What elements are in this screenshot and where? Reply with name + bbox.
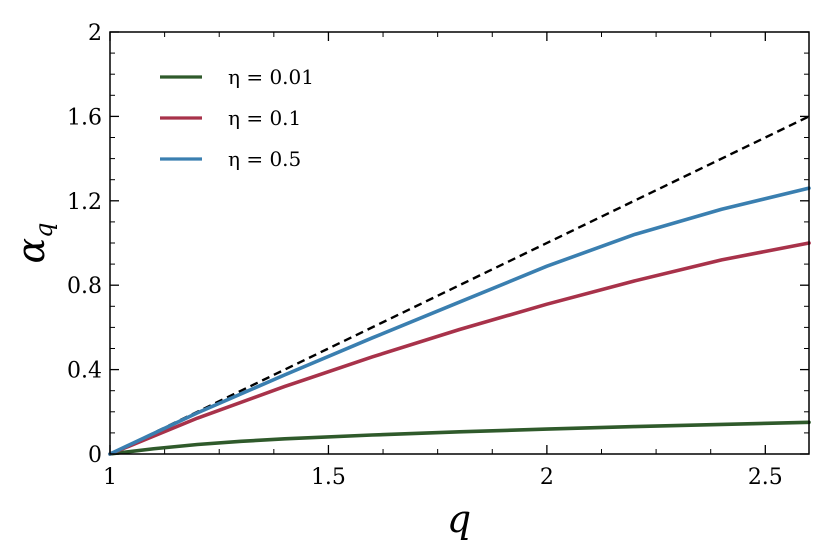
- x-tick-label: 1: [103, 465, 117, 490]
- series-line-1: [108, 241, 811, 456]
- y-tick-label: 0.8: [67, 274, 102, 299]
- series-lines: [108, 115, 811, 456]
- y-tick-label: 1.2: [67, 190, 102, 215]
- plot-frame: [109, 31, 810, 455]
- series-line-0: [108, 420, 811, 456]
- legend-label-2: η = 0.5: [228, 147, 301, 171]
- y-tick-label: 2: [88, 21, 102, 46]
- y-axis-label-sub: q: [30, 222, 58, 237]
- y-axis-label-main: α: [9, 238, 53, 264]
- y-tick-label: 0: [88, 443, 102, 468]
- legend-label-1: η = 0.1: [228, 106, 301, 130]
- series-line-2: [108, 186, 811, 456]
- y-tick-label: 1.6: [67, 105, 102, 130]
- x-tick-label: 1.5: [311, 465, 346, 490]
- svg-text:αq: αq: [9, 222, 58, 263]
- y-axis-label: αq: [9, 222, 58, 263]
- legend-label-0: η = 0.01: [228, 65, 314, 89]
- x-tick-label: 2: [540, 465, 554, 490]
- ticks: [109, 31, 809, 455]
- x-axis-label: q: [447, 497, 471, 541]
- y-tick-label: 0.4: [67, 359, 102, 384]
- tick-labels: 1 1.5 2 2.5 0 0.4 0.8 1.2 1.6 2: [67, 21, 783, 490]
- legend: η = 0.01 η = 0.1 η = 0.5: [160, 65, 314, 171]
- x-tick-label: 2.5: [748, 465, 783, 490]
